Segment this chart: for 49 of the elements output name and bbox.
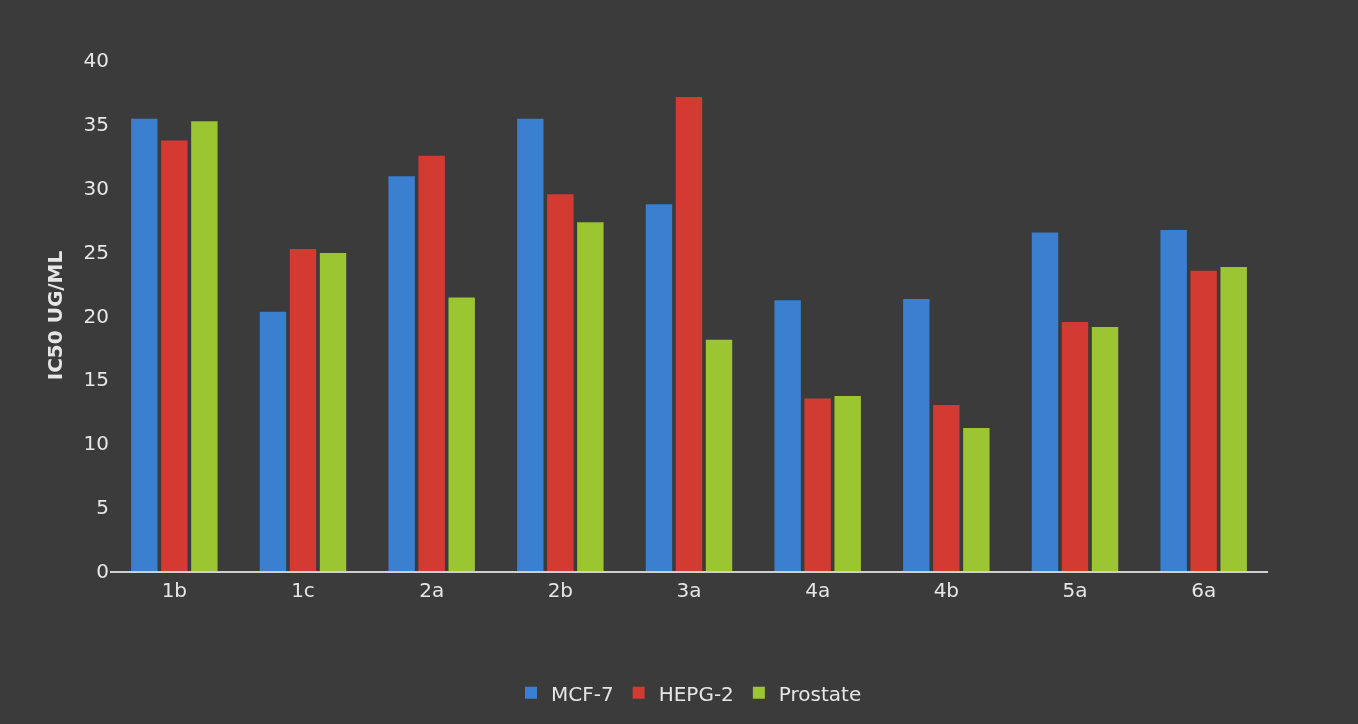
y-tick-label: 10 <box>83 431 109 456</box>
bar <box>388 176 415 571</box>
bar <box>289 249 317 571</box>
bar <box>834 395 861 571</box>
bar <box>645 204 673 571</box>
bar <box>131 118 158 571</box>
bar <box>418 155 445 571</box>
bar <box>547 194 574 571</box>
x-tick-label: 1c <box>291 578 315 602</box>
x-tick-label: 4a <box>805 578 831 602</box>
x-tick-label: 1b <box>161 578 188 602</box>
y-tick-label: 0 <box>96 559 109 583</box>
y-tick-label: 30 <box>83 175 109 200</box>
bar <box>577 222 604 571</box>
bar <box>161 140 188 571</box>
y-tick-label: 5 <box>96 495 109 520</box>
x-tick-label: 2b <box>547 578 574 602</box>
bar <box>933 404 960 571</box>
legend-label: HEPG-2 <box>658 681 734 706</box>
bar <box>319 252 347 571</box>
x-tick-label: 4b <box>933 578 960 602</box>
bar <box>1061 321 1089 571</box>
bar <box>517 118 544 571</box>
bar <box>675 97 703 571</box>
bar <box>1031 232 1059 571</box>
bar <box>1220 266 1247 571</box>
bar <box>259 311 287 571</box>
bar <box>191 121 218 571</box>
bar <box>804 398 831 571</box>
y-tick-label: 35 <box>83 111 109 136</box>
bar <box>448 297 475 571</box>
legend-label: Prostate <box>778 681 862 706</box>
bar <box>1160 229 1187 571</box>
x-tick-label: 6a <box>1191 578 1217 602</box>
bar <box>1091 327 1119 571</box>
x-tick-label: 2a <box>419 578 445 602</box>
y-tick-label: 15 <box>83 367 109 392</box>
y-tick-label: 40 <box>83 48 109 72</box>
y-axis-title: IC50 UG/ML <box>43 250 68 381</box>
bar <box>903 298 930 571</box>
x-tick-label: 5a <box>1062 578 1088 602</box>
x-tick-label: 3a <box>676 578 702 602</box>
bar <box>705 339 733 571</box>
bar <box>963 427 990 571</box>
y-tick-label: 25 <box>83 239 109 264</box>
legend-label: MCF-7 <box>551 681 614 706</box>
bar <box>774 300 801 571</box>
y-tick-label: 20 <box>83 303 109 328</box>
bar <box>1190 270 1217 571</box>
